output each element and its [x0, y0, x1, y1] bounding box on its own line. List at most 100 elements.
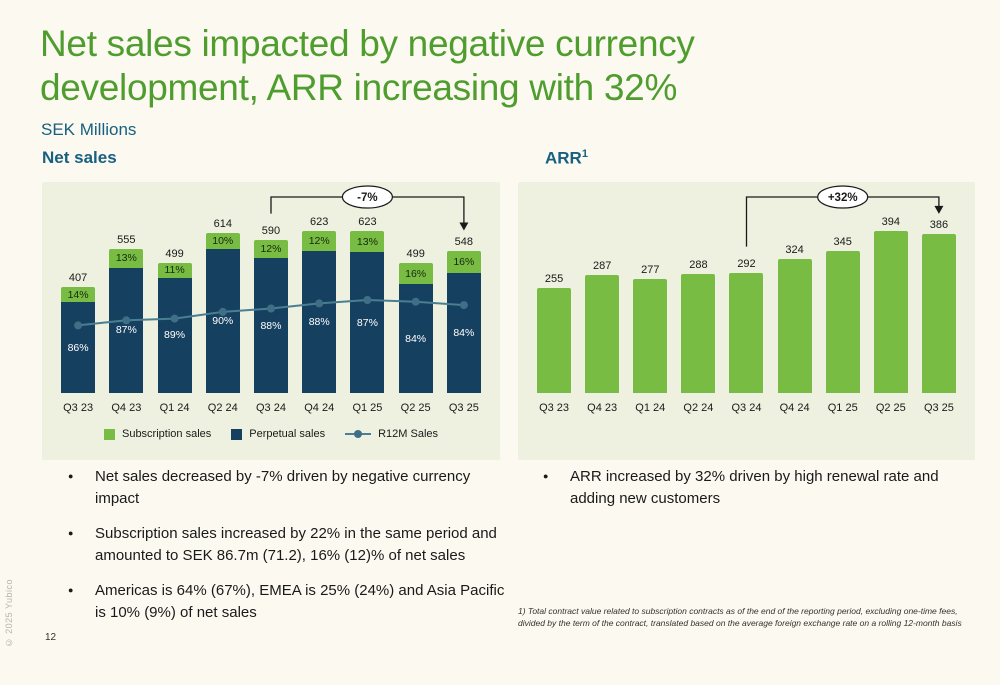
bar-column: 590 12% 88% — [247, 182, 295, 393]
perpetual-pct-label: 88% — [260, 319, 282, 332]
legend: Subscription sales Perpetual sales R12M … — [42, 428, 500, 440]
arr-bar — [585, 274, 620, 393]
bar-value-label: 287 — [592, 259, 612, 272]
subscription-segment: 13% — [109, 248, 144, 268]
bar-value-label: 407 — [68, 272, 88, 285]
x-axis-label: Q3 23 — [539, 402, 570, 414]
bar-value-label: 590 — [261, 224, 281, 237]
subscription-segment: 11% — [157, 263, 192, 278]
x-axis-label: Q2 25 — [400, 402, 431, 414]
bar-column: 277 — [626, 182, 674, 393]
subscription-segment: 16% — [398, 263, 433, 284]
subscription-swatch-icon — [103, 428, 115, 440]
bar-column: 555 13% 87% — [102, 182, 150, 393]
perpetual-segment: 88% — [253, 258, 288, 393]
bar-column: 324 — [771, 182, 819, 393]
x-axis-label: Q2 24 — [207, 402, 238, 414]
subscription-segment: 14% — [61, 287, 96, 302]
bar-value-label: 255 — [544, 272, 564, 285]
page-number: 12 — [45, 632, 57, 643]
legend-item-perpetual: Perpetual sales — [231, 428, 325, 440]
bullet-net-sales-decrease: Net sales decreased by -7% driven by neg… — [65, 466, 512, 510]
copyright-vertical-text: © 2025 Yubico — [4, 578, 14, 647]
x-axis-label: Q1 24 — [159, 402, 190, 414]
perpetual-segment: 87% — [350, 252, 385, 393]
bar-value-label: 292 — [737, 257, 756, 270]
bar-column: 499 16% 84% — [392, 182, 440, 393]
legend-label-perpetual: Perpetual sales — [249, 428, 326, 440]
arr-bar — [681, 274, 716, 393]
perpetual-swatch-icon — [231, 428, 243, 440]
perpetual-segment: 87% — [109, 267, 144, 393]
bar-column: 394 — [867, 182, 915, 393]
net-sales-x-axis: Q3 23 Q4 23 Q1 24 Q2 24 Q3 24 Q4 24 Q1 25 Q2 25… — [54, 394, 488, 414]
stacked-bar: 16% 84% — [398, 263, 433, 393]
perpetual-pct-label: 87% — [115, 324, 137, 337]
perpetual-segment: 89% — [157, 277, 192, 393]
legend-item-r12m: R12M Sales — [345, 428, 438, 440]
bar-value-label: 288 — [689, 259, 708, 272]
stacked-bar: 12% 88% — [253, 239, 288, 393]
bar-value-label: 623 — [310, 216, 329, 229]
stacked-bar: 13% 87% — [109, 248, 144, 393]
x-axis-label: Q4 23 — [111, 402, 142, 414]
bar-value-label: 499 — [165, 248, 184, 261]
x-axis-label: Q3 24 — [731, 402, 762, 414]
bar-value-label: 499 — [406, 248, 425, 261]
perpetual-segment: 84% — [398, 284, 433, 393]
title-line-2: development, ARR increasing with 32% — [40, 66, 678, 108]
slide-title: Net sales impacted by negative currency d… — [40, 22, 695, 109]
perpetual-pct-label: 88% — [308, 315, 330, 328]
arr-x-axis: Q3 23 Q4 23 Q1 24 Q2 24 Q3 24 Q4 24 Q1 25 Q2 25… — [530, 394, 963, 414]
bar-column: 288 — [674, 182, 722, 393]
net-sales-chart: 407 14% 86% 555 13% 87% 499 11% 89% 614 10% 90% 590 1… — [42, 182, 500, 460]
bar-column: 407 14% 86% — [54, 182, 102, 393]
net-sales-bullet-list: Net sales decreased by -7% driven by neg… — [65, 466, 512, 637]
r12m-line-swatch-icon — [345, 430, 372, 438]
x-axis-label: Q3 23 — [63, 402, 94, 414]
x-axis-label: Q4 24 — [304, 402, 335, 414]
bar-column: 345 — [819, 182, 867, 393]
bar-column: 287 — [578, 182, 626, 393]
subscription-segment: 12% — [253, 239, 288, 258]
perpetual-pct-label: 84% — [405, 332, 427, 345]
subscription-segment: 13% — [350, 231, 385, 253]
subscription-pct-label: 16% — [405, 267, 427, 280]
subscription-pct-label: 16% — [453, 255, 475, 268]
subscription-pct-label: 10% — [212, 235, 234, 248]
perpetual-pct-label: 86% — [67, 341, 89, 354]
stacked-bar: 11% 89% — [157, 263, 192, 393]
stacked-bar: 16% 84% — [446, 250, 481, 393]
bar-column: 614 10% 90% — [199, 182, 247, 393]
perpetual-segment: 84% — [446, 273, 481, 393]
perpetual-segment: 90% — [205, 249, 240, 393]
bar-column: 623 13% 87% — [343, 182, 391, 393]
arr-chart: 255 287 277 288 292 324 345 394 386 Q3 23 Q4 23 Q1… — [518, 182, 975, 460]
arr-plot-area: 255 287 277 288 292 324 345 394 386 — [530, 182, 963, 393]
bar-column: 623 12% 88% — [295, 182, 343, 393]
x-axis-label: Q2 25 — [875, 402, 906, 414]
bullet-regional-split: Americas is 64% (67%), EMEA is 25% (24%)… — [65, 580, 512, 624]
bar-value-label: 277 — [641, 263, 660, 276]
perpetual-pct-label: 89% — [164, 329, 186, 342]
subscription-segment: 10% — [205, 233, 240, 250]
bar-value-label: 555 — [117, 233, 136, 246]
bar-column: 548 16% 84% — [440, 182, 488, 393]
x-axis-label: Q4 23 — [587, 402, 618, 414]
x-axis-label: Q1 25 — [827, 402, 858, 414]
title-line-1: Net sales impacted by negative currency — [40, 23, 695, 64]
x-axis-label: Q2 24 — [683, 402, 714, 414]
stacked-bar: 12% 88% — [302, 231, 337, 393]
bar-value-label: 548 — [454, 235, 474, 248]
bar-value-label: 394 — [881, 215, 900, 228]
bar-value-label: 386 — [929, 218, 949, 231]
x-axis-label: Q3 25 — [448, 402, 479, 414]
bar-value-label: 345 — [833, 235, 852, 248]
arr-bullet-list: ARR increased by 32% driven by high rene… — [540, 466, 968, 523]
legend-label-subscription: Subscription sales — [121, 428, 212, 440]
perpetual-segment: 86% — [61, 302, 96, 393]
x-axis-label: Q1 25 — [352, 402, 383, 414]
arr-bar — [633, 278, 668, 393]
subscription-pct-label: 14% — [67, 288, 89, 301]
arr-chart-title: ARR1 — [545, 148, 588, 169]
